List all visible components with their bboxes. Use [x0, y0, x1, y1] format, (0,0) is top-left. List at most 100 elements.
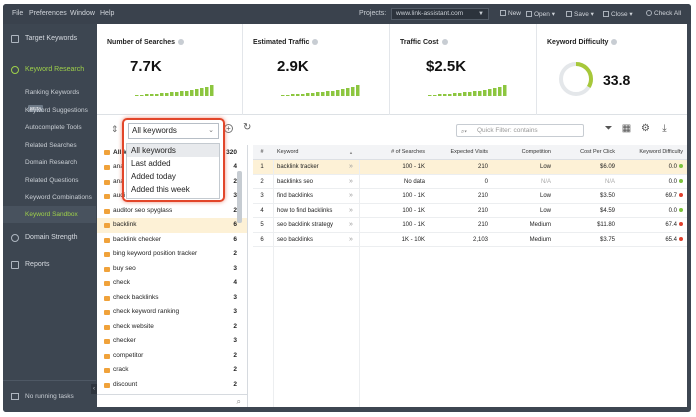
sparkline-bar [493, 88, 497, 96]
dropdown-option[interactable]: Added today [131, 172, 176, 181]
table-row[interactable]: 6 seo backlinks 1K - 10K 2,103 Medium $3.75 65… [253, 233, 687, 247]
project-select[interactable]: www.link-assistant.com ▼ [391, 8, 489, 20]
sparkline-bar [453, 93, 457, 96]
column-header[interactable]: Competition [521, 149, 551, 155]
group-item[interactable]: competitor 2 [97, 349, 247, 364]
sidebar-item-related-questions[interactable]: Related Questions [25, 177, 79, 184]
main-panel: Number of Searches 7.7K Estimated Traffi… [97, 24, 687, 407]
open-button[interactable]: Open ▾ [526, 10, 555, 18]
download-icon[interactable]: ⤓ [662, 123, 667, 134]
groups-search-bar[interactable]: ⌕ [97, 394, 247, 407]
help-icon[interactable] [611, 39, 618, 45]
column-header[interactable]: Keyword [277, 149, 299, 155]
keyword-groups-panel: All k 320 ana 4 ana 2 audi 3 auditor seo spygl… [97, 145, 248, 407]
table-cell-competition: N/A [540, 178, 551, 185]
keyword-filter-select[interactable]: All keywords ⌄ [128, 123, 219, 139]
sidebar-item-keyword-suggestions[interactable]: Keyword Suggestions [25, 107, 88, 114]
table-row[interactable]: 5 seo backlink strategy 100 - 1K 210 Medium $… [253, 218, 687, 233]
sidebar-item-ranking-keywords[interactable]: Ranking KeywordsBETA [25, 89, 80, 112]
sidebar-reports[interactable]: Reports [3, 254, 96, 276]
help-icon[interactable] [312, 39, 319, 45]
grid-view-icon[interactable]: ▦ [621, 123, 632, 134]
new-button[interactable]: New [500, 10, 521, 17]
expand-row-icon[interactable]: » [349, 235, 353, 243]
sidebar-item-autocomplete-tools[interactable]: Autocomplete Tools [25, 124, 82, 131]
dropdown-option[interactable]: Last added [131, 159, 171, 168]
filter-icon[interactable]: ⏷ [604, 123, 613, 134]
group-item[interactable]: bing keyword position tracker 2 [97, 247, 247, 262]
groups-header[interactable]: All k 320 [97, 145, 247, 160]
sparkline-bar [503, 85, 507, 96]
group-item[interactable]: check keyword ranking 3 [97, 305, 247, 320]
close-icon [603, 11, 609, 17]
group-item[interactable]: check backlinks 3 [97, 291, 247, 306]
sparkline-bar [301, 94, 305, 96]
expand-row-icon[interactable]: » [349, 206, 353, 214]
group-item-name: ana [113, 177, 124, 185]
column-header[interactable]: # [260, 149, 264, 155]
group-item[interactable]: audi 3 [97, 189, 247, 204]
sidebar-item-domain-research[interactable]: Domain Research [25, 159, 78, 166]
add-group-icon[interactable]: + [224, 124, 233, 133]
chevron-down-icon: ▼ [478, 11, 484, 17]
group-item[interactable]: ana 2 [97, 175, 247, 190]
quick-filter-input[interactable]: ⌕▾ Quick Filter: contains [456, 124, 584, 137]
collapse-sidebar-button[interactable]: ‹ [91, 384, 97, 394]
close-button[interactable]: Close ▾ [603, 10, 633, 18]
running-tasks-bar[interactable]: No running tasks [3, 380, 96, 412]
table-row[interactable]: 1 backlink tracker 100 - 1K 210 Low $6.09 0.0 » [253, 160, 687, 175]
group-item[interactable]: crack 2 [97, 363, 247, 378]
metric-cost-value: $2.5K [426, 58, 467, 75]
table-cell-kd: 69.7 [619, 189, 683, 204]
expand-row-icon[interactable]: » [349, 177, 353, 185]
group-item-count: 2 [233, 351, 237, 359]
table-cell-cpc: $4.59 [599, 207, 615, 214]
sort-icon[interactable]: ⇕ [111, 124, 119, 134]
group-item[interactable]: buy seo 3 [97, 262, 247, 277]
save-button[interactable]: Save ▾ [566, 10, 594, 18]
table-row[interactable]: 2 backlinks seo No data 0 N/A N/A 0.0 » [253, 175, 687, 189]
table-cell-visits: 210 [477, 193, 488, 199]
menu-file[interactable]: File [12, 10, 24, 17]
expand-row-icon[interactable]: » [349, 221, 353, 228]
group-item[interactable]: check website 2 [97, 320, 247, 335]
column-header[interactable]: Keyword Difficulty [639, 149, 683, 155]
menu-help[interactable]: Help [100, 10, 115, 17]
gear-icon[interactable]: ⚙ [641, 123, 650, 134]
dropdown-option[interactable]: Added this week [131, 185, 190, 194]
column-header[interactable]: Expected Visits [450, 149, 488, 155]
group-item[interactable]: checker 3 [97, 334, 247, 349]
sidebar-item-keyword-combinations[interactable]: Keyword Combinations [25, 194, 92, 201]
table-row[interactable]: 3 find backlinks 100 - 1K 210 Low $3.50 69.7 » [253, 189, 687, 204]
column-header[interactable]: Cost Per Click [580, 149, 615, 155]
group-item[interactable]: ana 4 [97, 160, 247, 175]
sidebar-item-keyword-sandbox[interactable]: Keyword Sandbox [3, 206, 96, 223]
help-icon[interactable] [441, 39, 448, 45]
sidebar-domain-strength[interactable]: Domain Strength [3, 227, 96, 249]
groups-scrollbar[interactable] [237, 171, 242, 223]
column-header[interactable]: # of Searches [391, 149, 425, 155]
dropdown-option[interactable]: All keywords [127, 144, 219, 157]
menu-window[interactable]: Window [70, 10, 95, 17]
table-row[interactable]: 4 how to find backlinks 100 - 1K 210 Low $4.5… [253, 204, 687, 218]
group-item[interactable]: discount 2 [97, 378, 247, 393]
expand-row-icon[interactable]: » [349, 163, 353, 170]
sidebar-target-keywords[interactable]: Target Keywords [3, 28, 96, 50]
group-item-count: 6 [233, 235, 237, 243]
check-all-button[interactable]: Check All [646, 10, 681, 17]
group-item-name: backlink [113, 221, 137, 228]
folder-icon [104, 382, 110, 388]
menu-preferences[interactable]: Preferences [29, 10, 67, 17]
sidebar-item-related-searches[interactable]: Related Searches [25, 142, 77, 149]
group-item[interactable]: backlink checker 6 [97, 233, 247, 248]
help-icon[interactable] [178, 39, 185, 45]
sparkline-bar [286, 95, 290, 96]
group-item[interactable]: backlink 6 [97, 218, 247, 233]
group-item[interactable]: check 4 [97, 276, 247, 291]
refresh-icon[interactable]: ↻ [243, 122, 252, 133]
sidebar-keyword-research[interactable]: Keyword Research [3, 59, 96, 81]
group-item-count: 4 [233, 279, 237, 286]
expand-row-icon[interactable]: » [349, 192, 353, 199]
group-item[interactable]: auditor seo spyglass 2 [97, 204, 247, 219]
sparkline-bar [281, 95, 285, 96]
